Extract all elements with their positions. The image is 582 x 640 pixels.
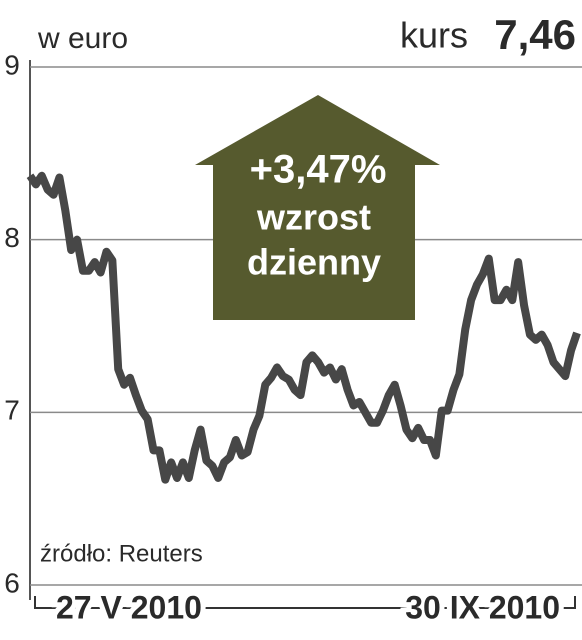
change-arrow — [195, 95, 440, 320]
y-tick-label: 7 — [4, 395, 20, 426]
y-tick-label: 9 — [4, 49, 20, 80]
x-tick-label: 27 V 2010 — [56, 589, 202, 625]
y-tick-label: 6 — [4, 567, 20, 598]
source: źródło: Reuters — [40, 540, 203, 567]
change-word: dzienny — [247, 242, 381, 283]
change-word: wzrost — [256, 197, 371, 238]
x-tick-label: 30 IX 2010 — [405, 589, 560, 625]
price-line — [26, 171, 581, 484]
change-value: +3,47% — [250, 148, 387, 192]
x-bracket — [34, 596, 576, 609]
y-tick-label: 8 — [4, 222, 20, 253]
kurs-label: kurs — [400, 15, 468, 56]
kurs-value: 7,46 — [494, 11, 576, 58]
unit-label: w euro — [37, 22, 128, 55]
